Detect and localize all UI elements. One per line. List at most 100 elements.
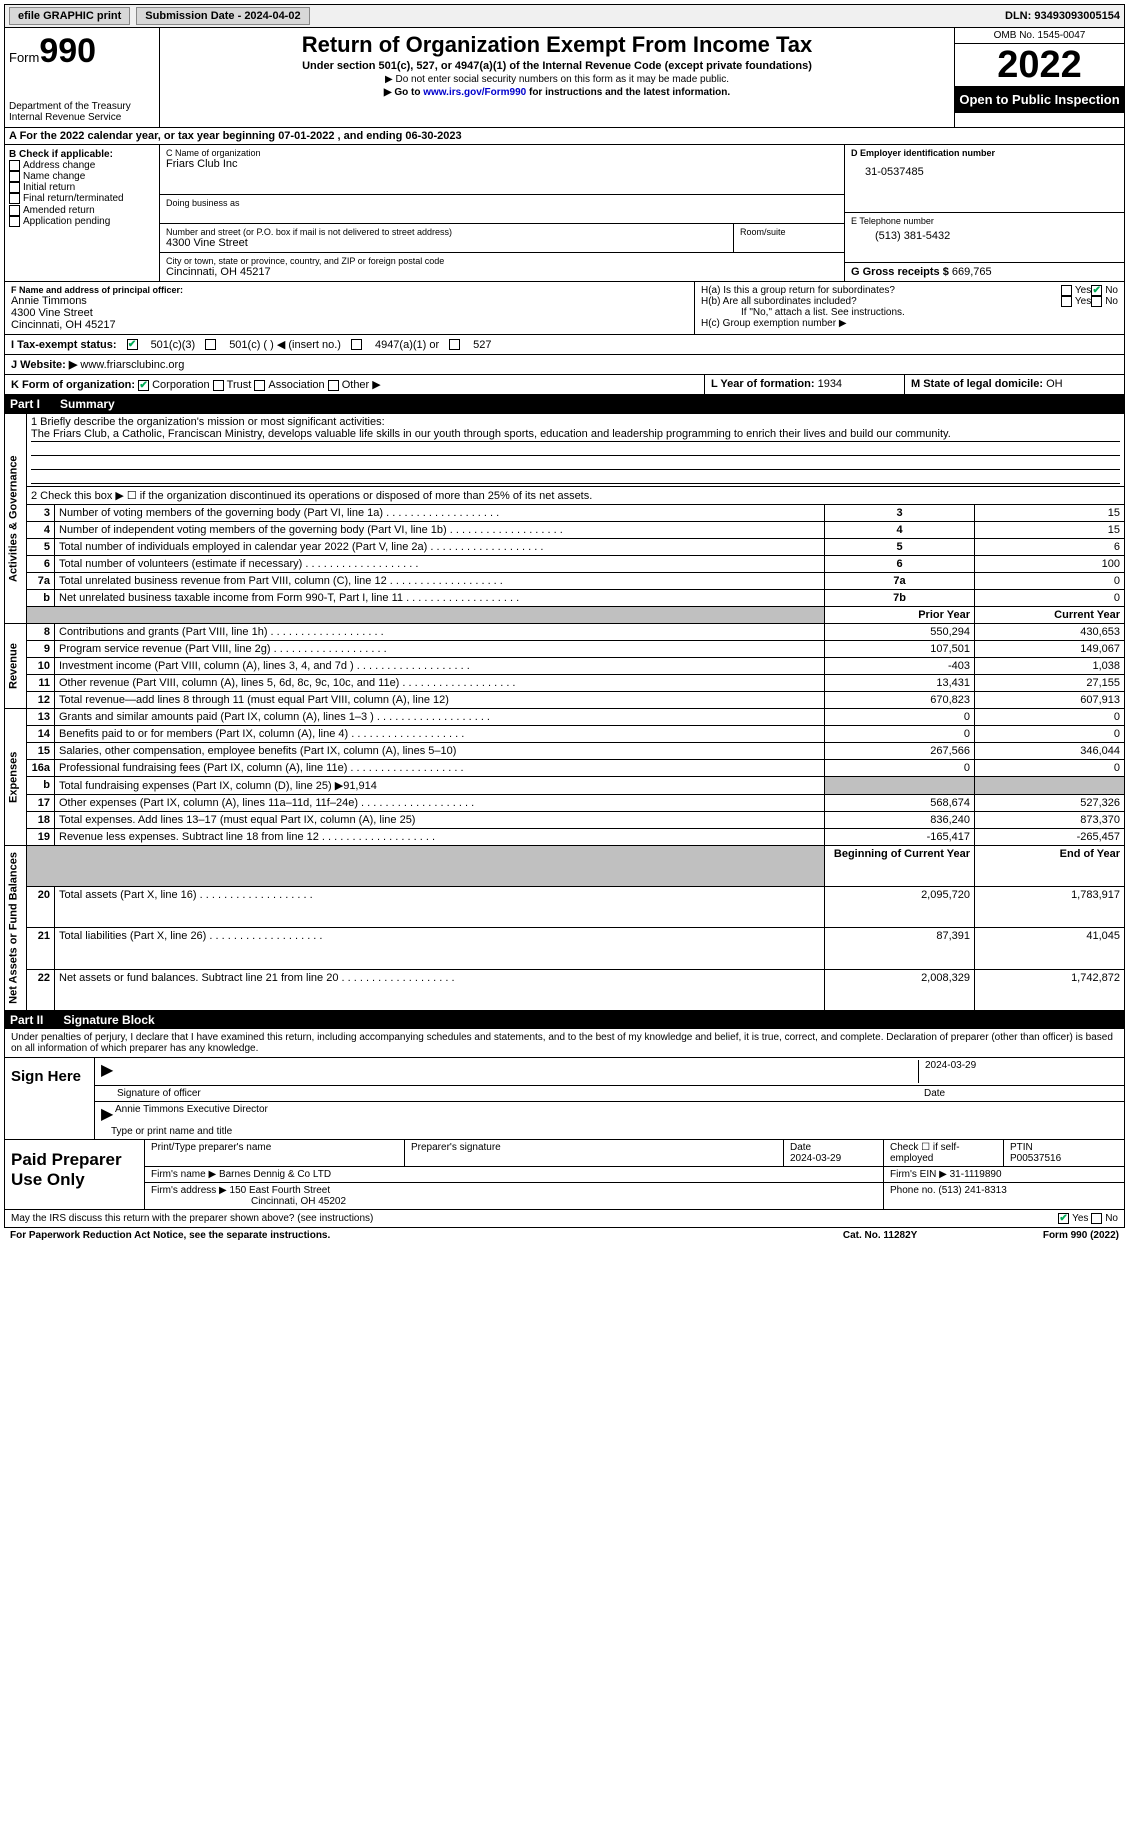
c22: 1,742,872 bbox=[975, 969, 1125, 1010]
side-net: Net Assets or Fund Balances bbox=[5, 846, 27, 1011]
form-990-page: efile GRAPHIC print Submission Date - 20… bbox=[0, 0, 1129, 1247]
dept-text: Department of the Treasury bbox=[9, 101, 155, 112]
n15: 15 bbox=[27, 743, 55, 760]
p16b bbox=[825, 777, 975, 795]
open-inspection: Open to Public Inspection bbox=[955, 86, 1124, 113]
chk-4947[interactable] bbox=[351, 339, 362, 350]
opt-501c3: 501(c)(3) bbox=[151, 339, 196, 351]
ein-label: D Employer identification number bbox=[851, 148, 1118, 158]
c16b bbox=[975, 777, 1125, 795]
c13: 0 bbox=[975, 709, 1125, 726]
penalties-text: Under penalties of perjury, I declare th… bbox=[5, 1029, 1124, 1058]
part2-title: Signature Block bbox=[63, 1013, 154, 1027]
date-label: Date bbox=[918, 1088, 1118, 1099]
topbar: efile GRAPHIC print Submission Date - 20… bbox=[4, 4, 1125, 28]
p10: -403 bbox=[825, 658, 975, 675]
hb-label: H(b) Are all subordinates included? bbox=[701, 296, 1061, 307]
c20: 1,783,917 bbox=[975, 887, 1125, 928]
chk-final-return[interactable] bbox=[9, 193, 20, 204]
v6: 100 bbox=[975, 556, 1125, 573]
no3: No bbox=[1105, 1213, 1118, 1224]
box-b: B Check if applicable: Address change Na… bbox=[5, 145, 160, 281]
form-footer: Form 990 (2022) bbox=[1043, 1230, 1119, 1241]
n21: 21 bbox=[27, 928, 55, 969]
state-val: OH bbox=[1046, 378, 1063, 390]
chk-name-change[interactable] bbox=[9, 171, 20, 182]
chk-app-pending[interactable] bbox=[9, 216, 20, 227]
link-post: for instructions and the latest informat… bbox=[526, 87, 730, 98]
sign-here-label: Sign Here bbox=[5, 1058, 95, 1139]
hdr-curr: Current Year bbox=[975, 607, 1125, 624]
c15: 346,044 bbox=[975, 743, 1125, 760]
omb-number: OMB No. 1545-0047 bbox=[955, 28, 1124, 44]
discuss-no[interactable] bbox=[1091, 1213, 1102, 1224]
return-subtitle: Under section 501(c), 527, or 4947(a)(1)… bbox=[168, 60, 946, 72]
n11: 11 bbox=[27, 675, 55, 692]
gross-label: G Gross receipts $ bbox=[851, 266, 949, 278]
d22: Net assets or fund balances. Subtract li… bbox=[55, 969, 825, 1010]
submission-date-button[interactable]: Submission Date - 2024-04-02 bbox=[136, 7, 309, 25]
line1-label: 1 Briefly describe the organization's mi… bbox=[31, 416, 1120, 428]
form-label: Form bbox=[9, 50, 39, 65]
opt-other: Other ▶ bbox=[342, 379, 381, 391]
box-f: F Name and address of principal officer:… bbox=[5, 282, 694, 334]
d21: Total liabilities (Part X, line 26) bbox=[55, 928, 825, 969]
chk-corp[interactable] bbox=[138, 380, 149, 391]
p13: 0 bbox=[825, 709, 975, 726]
note-link: ▶ Go to www.irs.gov/Form990 for instruct… bbox=[168, 87, 946, 98]
chk-501c[interactable] bbox=[205, 339, 216, 350]
street-label: Number and street (or P.O. box if mail i… bbox=[166, 227, 727, 237]
opt-final: Final return/terminated bbox=[23, 194, 124, 205]
prep-sig-label: Preparer's signature bbox=[405, 1140, 784, 1166]
p22: 2,008,329 bbox=[825, 969, 975, 1010]
ha-yes[interactable] bbox=[1061, 285, 1072, 296]
yes1: Yes bbox=[1075, 285, 1091, 296]
p14: 0 bbox=[825, 726, 975, 743]
row-i: I Tax-exempt status: 501(c)(3) 501(c) ( … bbox=[4, 335, 1125, 355]
block-b-c-d: B Check if applicable: Address change Na… bbox=[4, 145, 1125, 282]
d3: Number of voting members of the governin… bbox=[55, 505, 825, 522]
yes2: Yes bbox=[1075, 296, 1091, 307]
footer-bottom: For Paperwork Reduction Act Notice, see … bbox=[4, 1228, 1125, 1243]
n18: 18 bbox=[27, 812, 55, 829]
side-expenses: Expenses bbox=[5, 709, 27, 846]
sig-officer-label: Signature of officer bbox=[101, 1088, 918, 1099]
chk-initial-return[interactable] bbox=[9, 182, 20, 193]
pra-notice: For Paperwork Reduction Act Notice, see … bbox=[10, 1230, 843, 1241]
efile-print-button[interactable]: efile GRAPHIC print bbox=[9, 7, 130, 25]
hb-yes[interactable] bbox=[1061, 296, 1072, 307]
ha-no[interactable] bbox=[1091, 285, 1102, 296]
p20: 2,095,720 bbox=[825, 887, 975, 928]
signature-block: Under penalties of perjury, I declare th… bbox=[4, 1029, 1125, 1210]
chk-assoc[interactable] bbox=[254, 380, 265, 391]
n22: 22 bbox=[27, 969, 55, 1010]
d4: Number of independent voting members of … bbox=[55, 522, 825, 539]
d11: Other revenue (Part VIII, column (A), li… bbox=[55, 675, 825, 692]
irs-link[interactable]: www.irs.gov/Form990 bbox=[423, 87, 526, 98]
discuss-question: May the IRS discuss this return with the… bbox=[11, 1213, 1058, 1224]
officer-label: F Name and address of principal officer: bbox=[11, 285, 688, 295]
chk-trust[interactable] bbox=[213, 380, 224, 391]
sig-date: 2024-03-29 bbox=[918, 1060, 1118, 1083]
chk-527[interactable] bbox=[449, 339, 460, 350]
chk-amended-return[interactable] bbox=[9, 205, 20, 216]
c12: 607,913 bbox=[975, 692, 1125, 709]
c9: 149,067 bbox=[975, 641, 1125, 658]
d16b: Total fundraising expenses (Part IX, col… bbox=[55, 777, 825, 795]
c18: 873,370 bbox=[975, 812, 1125, 829]
hb-no[interactable] bbox=[1091, 296, 1102, 307]
check-self-emp: Check ☐ if self-employed bbox=[884, 1140, 1004, 1166]
opt-initial: Initial return bbox=[23, 182, 75, 193]
officer-name: Annie Timmons bbox=[11, 295, 688, 307]
chk-other[interactable] bbox=[328, 380, 339, 391]
block-f-h: F Name and address of principal officer:… bbox=[4, 282, 1125, 335]
opt-amended: Amended return bbox=[23, 205, 95, 216]
chk-address-change[interactable] bbox=[9, 160, 20, 171]
part1-header: Part I Summary bbox=[4, 395, 1125, 413]
chk-501c3[interactable] bbox=[127, 339, 138, 350]
opt-name: Name change bbox=[23, 171, 85, 182]
discuss-yes[interactable] bbox=[1058, 1213, 1069, 1224]
hc-label: H(c) Group exemption number ▶ bbox=[701, 318, 1118, 329]
org-name: Friars Club Inc bbox=[166, 158, 838, 170]
opt-corp: Corporation bbox=[152, 379, 209, 391]
